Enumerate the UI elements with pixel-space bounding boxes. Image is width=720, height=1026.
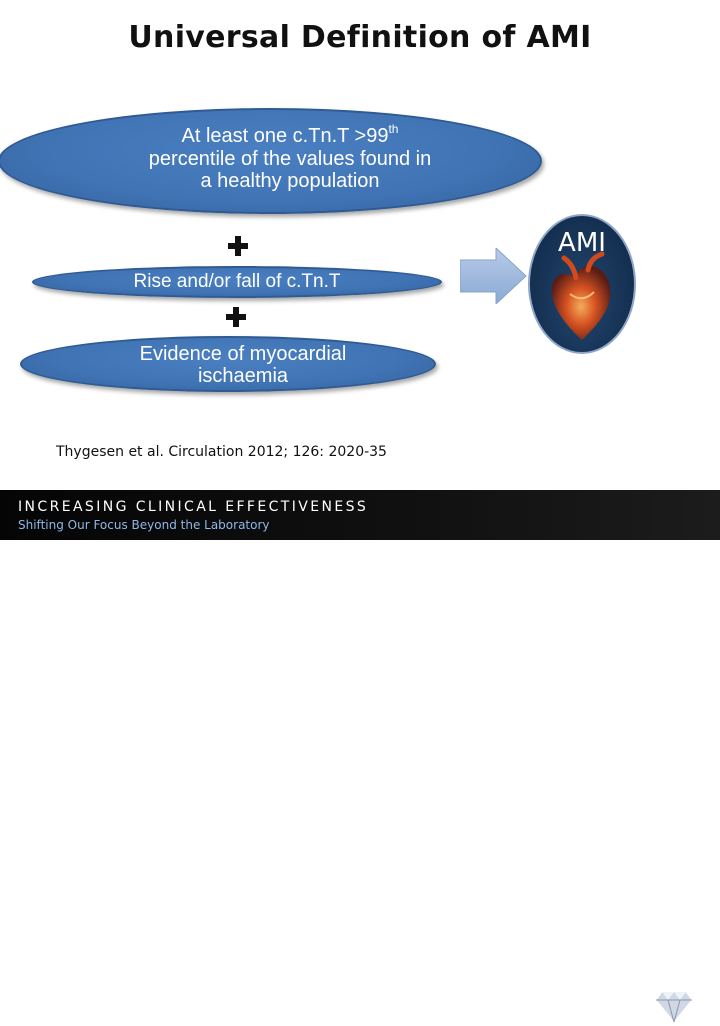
criterion-rise-fall-text: Rise and/or fall of c.Tn.T [133, 271, 341, 293]
diamond-logo-icon [655, 991, 693, 1023]
criterion-troponin-line1: At least one c.Tn.T >99 [181, 125, 389, 148]
footer-banner: INCREASING CLINICAL EFFECTIVENESS Shifti… [0, 490, 720, 1023]
criterion-ischaemia-ellipse: Evidence of myocardial ischaemia [20, 336, 436, 392]
criterion-ischaemia-line2: ischaemia [197, 365, 289, 387]
footer-title: INCREASING CLINICAL EFFECTIVENESS [18, 499, 369, 515]
plus-icon [226, 307, 246, 327]
criterion-troponin-text: At least one c.Tn.T >99th percentile of … [109, 122, 432, 193]
criterion-rise-fall-ellipse: Rise and/or fall of c.Tn.T [32, 266, 442, 298]
plus-icon [228, 236, 248, 256]
slide-title: Universal Definition of AMI [128, 20, 592, 55]
criterion-troponin-sup: th [388, 122, 399, 137]
criterion-ischaemia-line1: Evidence of myocardial [139, 342, 347, 365]
citation-text: Thygesen et al. Circulation 2012; 126: 2… [56, 444, 387, 460]
arrow-right-icon [460, 248, 527, 304]
criterion-troponin-ellipse: At least one c.Tn.T >99th percentile of … [0, 108, 542, 214]
ami-label: AMI [558, 228, 606, 258]
footer-subtitle: Shifting Our Focus Beyond the Laboratory [18, 518, 270, 532]
ami-result-oval: AMI [528, 214, 636, 354]
criterion-troponin-line3: a healthy population [200, 170, 380, 193]
criterion-troponin-line2: percentile of the values found in [148, 147, 432, 170]
criterion-ischaemia-text: Evidence of myocardial ischaemia [110, 343, 347, 388]
heart-icon [551, 251, 611, 340]
